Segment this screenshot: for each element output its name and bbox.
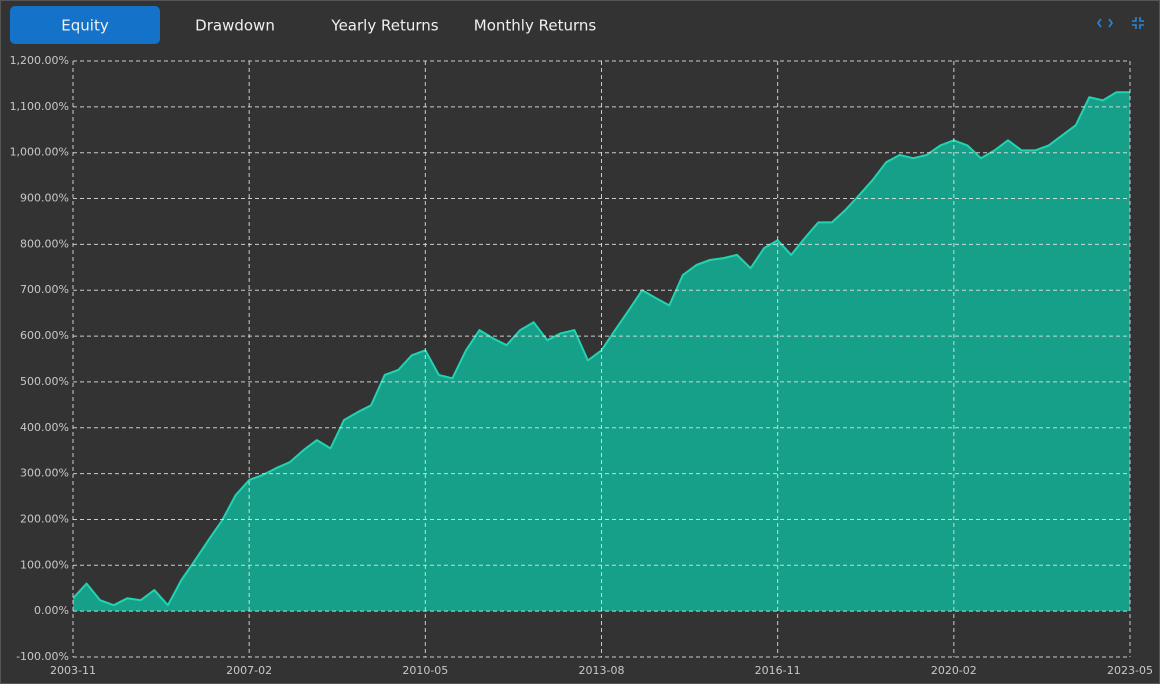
- x-tick-label: 2020-02: [931, 664, 977, 677]
- y-tick-label: 800.00%: [20, 237, 69, 250]
- x-tick-label: 2007-02: [226, 664, 272, 677]
- y-tick-label: 200.00%: [20, 512, 69, 525]
- y-tick-label: 1,000.00%: [10, 146, 69, 159]
- y-tick-label: 1,200.00%: [10, 54, 69, 67]
- active-tab-bg[interactable]: [10, 6, 160, 44]
- y-tick-label: 700.00%: [20, 283, 69, 296]
- y-tick-label: 500.00%: [20, 375, 69, 388]
- tab[interactable]: Monthly Returns: [474, 17, 597, 35]
- y-tick-label: 1,100.00%: [10, 100, 69, 113]
- x-tick-label: 2010-05: [402, 664, 448, 677]
- tab[interactable]: Equity: [61, 17, 109, 35]
- tab[interactable]: Yearly Returns: [330, 17, 438, 35]
- x-tick-label: 2023-05: [1107, 664, 1153, 677]
- expand-icon[interactable]: [1097, 18, 1113, 28]
- y-tick-label: 100.00%: [20, 558, 69, 571]
- y-tick-label: 900.00%: [20, 192, 69, 205]
- x-tick-label: 2016-11: [755, 664, 801, 677]
- x-tick-label: 2003-11: [50, 664, 96, 677]
- collapse-icon[interactable]: [1132, 17, 1144, 29]
- y-tick-label: -100.00%: [16, 650, 69, 663]
- y-tick-label: 0.00%: [34, 604, 69, 617]
- x-tick-label: 2013-08: [579, 664, 625, 677]
- y-tick-label: 600.00%: [20, 329, 69, 342]
- tab[interactable]: Drawdown: [195, 17, 275, 35]
- y-tick-label: 300.00%: [20, 467, 69, 480]
- y-tick-label: 400.00%: [20, 421, 69, 434]
